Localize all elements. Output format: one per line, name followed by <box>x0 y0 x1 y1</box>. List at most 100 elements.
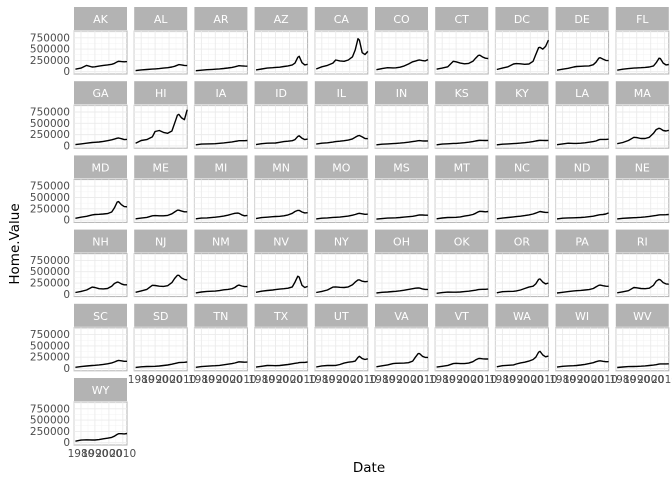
facet-label: UT <box>334 310 349 323</box>
facet-label: MI <box>215 161 228 174</box>
x-tick-label: 2010 <box>410 374 437 386</box>
facet-label: CA <box>334 13 350 26</box>
x-tick-label: 2010 <box>230 374 257 386</box>
facet-label: NH <box>92 236 109 249</box>
facet-strip <box>254 7 308 30</box>
series-line-mt <box>436 210 489 220</box>
x-tick-label: 2000 <box>336 374 363 386</box>
x-tick-label: 1990 <box>623 374 650 386</box>
facet-strip <box>555 229 609 253</box>
facet-strip <box>615 303 669 327</box>
facet-strip <box>254 81 308 105</box>
y-tick-label: 250000 <box>30 352 70 364</box>
facet-ks: KS <box>434 81 489 149</box>
facet-strip <box>134 7 188 30</box>
facet-strip <box>314 303 368 327</box>
facet-in: IN <box>374 81 429 149</box>
facet-strip <box>194 7 248 30</box>
facet-ia: IA <box>193 81 248 149</box>
facet-mi: MI <box>193 155 248 223</box>
facet-dc: DC <box>494 7 550 75</box>
facet-label: AL <box>154 13 169 26</box>
series-line-ks <box>436 139 489 146</box>
series-line-al <box>135 63 188 72</box>
facet-label: TX <box>273 310 289 323</box>
facet-label: WV <box>633 310 652 323</box>
x-tick-label: 1980 <box>128 374 155 386</box>
x-tick-label: 1980 <box>188 374 215 386</box>
facet-strip <box>495 81 549 105</box>
series-line-ca <box>315 38 369 70</box>
facet-strip <box>134 303 188 327</box>
facet-label: NY <box>334 236 349 249</box>
y-tick-label: 750000 <box>30 329 70 341</box>
facet-strip <box>74 7 127 30</box>
facet-strip <box>435 155 489 179</box>
series-line-me <box>135 209 188 220</box>
facet-strip <box>194 229 248 253</box>
facet-strip <box>375 303 428 327</box>
facet-strip <box>375 229 428 253</box>
facet-label: AK <box>93 13 109 26</box>
facet-ma: MA <box>615 81 670 149</box>
y-tick-label: 750000 <box>30 255 70 267</box>
facet-strip <box>555 303 609 327</box>
series-line-ia <box>195 139 248 146</box>
facet-strip <box>615 7 669 30</box>
facet-al: AL <box>133 7 188 75</box>
facet-co: CO <box>374 7 429 75</box>
facet-label: NE <box>635 161 650 174</box>
facet-strip <box>555 81 609 105</box>
x-tick-label: 1980 <box>68 448 95 460</box>
facet-az: AZ <box>254 7 309 75</box>
x-tick-label: 2010 <box>109 448 136 460</box>
x-tick-label: 1980 <box>248 374 275 386</box>
x-tick-label: 1990 <box>503 374 530 386</box>
x-tick-label: 1990 <box>202 374 229 386</box>
x-tick-label: 1990 <box>443 374 470 386</box>
series-line-wa <box>496 350 549 368</box>
x-tick-label: 1980 <box>429 374 456 386</box>
series-line-tn <box>195 361 248 368</box>
facet-label: NM <box>212 236 230 249</box>
facet-strip <box>134 229 188 253</box>
series-line-dc <box>496 39 550 71</box>
series-line-ma <box>617 127 669 145</box>
y-tick-label: 250000 <box>30 278 70 290</box>
x-tick-label: 1980 <box>609 374 636 386</box>
x-tick-label: 2010 <box>290 374 317 386</box>
x-tick-label: 2010 <box>170 374 197 386</box>
series-line-nd <box>556 212 609 220</box>
series-line-in <box>376 139 429 146</box>
facet-label: OR <box>514 236 531 249</box>
facet-label: OK <box>454 236 471 249</box>
facet-il: IL <box>314 81 369 149</box>
series-line-ar <box>195 64 248 72</box>
series-line-id <box>255 135 308 146</box>
facet-ok: OK <box>434 229 489 298</box>
facet-label: MN <box>272 161 290 174</box>
facet-or: OR <box>494 229 549 298</box>
facet-label: KY <box>515 87 529 100</box>
facet-hi: HI <box>133 81 188 149</box>
facet-strip <box>74 229 127 253</box>
facet-label: NJ <box>155 236 166 249</box>
series-line-ne <box>617 213 669 220</box>
series-line-ct <box>436 54 489 70</box>
facet-ky: KY <box>494 81 549 149</box>
series-line-nh <box>75 281 127 294</box>
y-tick-label: 750000 <box>30 403 70 415</box>
facet-label: WY <box>92 384 110 397</box>
y-tick-label: 250000 <box>30 129 70 141</box>
facet-strip <box>254 229 308 253</box>
facet-oh: OH <box>374 229 429 298</box>
facet-label: SC <box>93 310 108 323</box>
facet-label: DE <box>574 13 589 26</box>
